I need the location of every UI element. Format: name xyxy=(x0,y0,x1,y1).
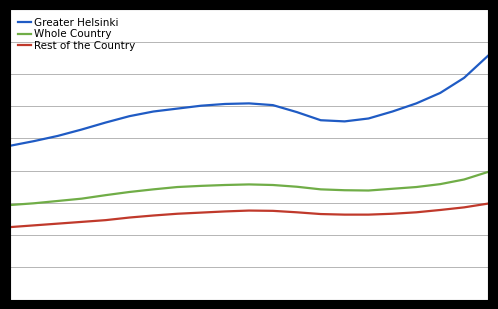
Greater Helsinki xyxy=(437,91,443,95)
Rest of the Country xyxy=(198,211,204,214)
Whole Country xyxy=(389,187,395,191)
Whole Country xyxy=(270,183,276,187)
Whole Country xyxy=(55,199,61,203)
Rest of the Country xyxy=(150,214,156,217)
Rest of the Country xyxy=(222,210,228,213)
Greater Helsinki xyxy=(294,110,300,114)
Rest of the Country xyxy=(366,213,372,217)
Rest of the Country xyxy=(31,223,37,227)
Greater Helsinki xyxy=(103,121,109,125)
Greater Helsinki xyxy=(318,118,324,122)
Line: Whole Country: Whole Country xyxy=(10,172,488,205)
Rest of the Country xyxy=(342,213,348,217)
Rest of the Country xyxy=(437,208,443,212)
Rest of the Country xyxy=(413,210,419,214)
Whole Country xyxy=(126,190,132,194)
Rest of the Country xyxy=(7,225,13,229)
Greater Helsinki xyxy=(150,110,156,113)
Greater Helsinki xyxy=(413,102,419,105)
Whole Country xyxy=(294,185,300,188)
Whole Country xyxy=(31,201,37,205)
Rest of the Country xyxy=(55,222,61,226)
Greater Helsinki xyxy=(79,128,85,131)
Greater Helsinki xyxy=(366,116,372,120)
Whole Country xyxy=(342,188,348,192)
Greater Helsinki xyxy=(246,102,252,105)
Whole Country xyxy=(437,182,443,186)
Rest of the Country xyxy=(126,216,132,219)
Rest of the Country xyxy=(246,209,252,212)
Rest of the Country xyxy=(294,210,300,214)
Greater Helsinki xyxy=(126,114,132,118)
Rest of the Country xyxy=(318,212,324,216)
Rest of the Country xyxy=(485,202,491,205)
Greater Helsinki xyxy=(55,134,61,138)
Line: Rest of the Country: Rest of the Country xyxy=(10,204,488,227)
Greater Helsinki xyxy=(485,54,491,57)
Legend: Greater Helsinki, Whole Country, Rest of the Country: Greater Helsinki, Whole Country, Rest of… xyxy=(15,15,138,54)
Whole Country xyxy=(198,184,204,188)
Whole Country xyxy=(246,183,252,186)
Greater Helsinki xyxy=(174,107,180,110)
Rest of the Country xyxy=(270,209,276,213)
Whole Country xyxy=(79,197,85,201)
Whole Country xyxy=(7,203,13,207)
Rest of the Country xyxy=(103,218,109,222)
Whole Country xyxy=(366,189,372,193)
Whole Country xyxy=(150,188,156,191)
Greater Helsinki xyxy=(198,104,204,108)
Line: Greater Helsinki: Greater Helsinki xyxy=(10,56,488,146)
Whole Country xyxy=(318,188,324,191)
Rest of the Country xyxy=(461,205,467,209)
Whole Country xyxy=(413,185,419,189)
Whole Country xyxy=(103,193,109,197)
Whole Country xyxy=(461,178,467,181)
Greater Helsinki xyxy=(7,144,13,148)
Whole Country xyxy=(174,185,180,189)
Greater Helsinki xyxy=(389,110,395,113)
Greater Helsinki xyxy=(461,76,467,80)
Rest of the Country xyxy=(79,220,85,224)
Whole Country xyxy=(222,183,228,187)
Greater Helsinki xyxy=(31,139,37,143)
Greater Helsinki xyxy=(222,102,228,106)
Rest of the Country xyxy=(174,212,180,216)
Greater Helsinki xyxy=(342,120,348,123)
Whole Country xyxy=(485,170,491,174)
Rest of the Country xyxy=(389,212,395,216)
Greater Helsinki xyxy=(270,103,276,107)
